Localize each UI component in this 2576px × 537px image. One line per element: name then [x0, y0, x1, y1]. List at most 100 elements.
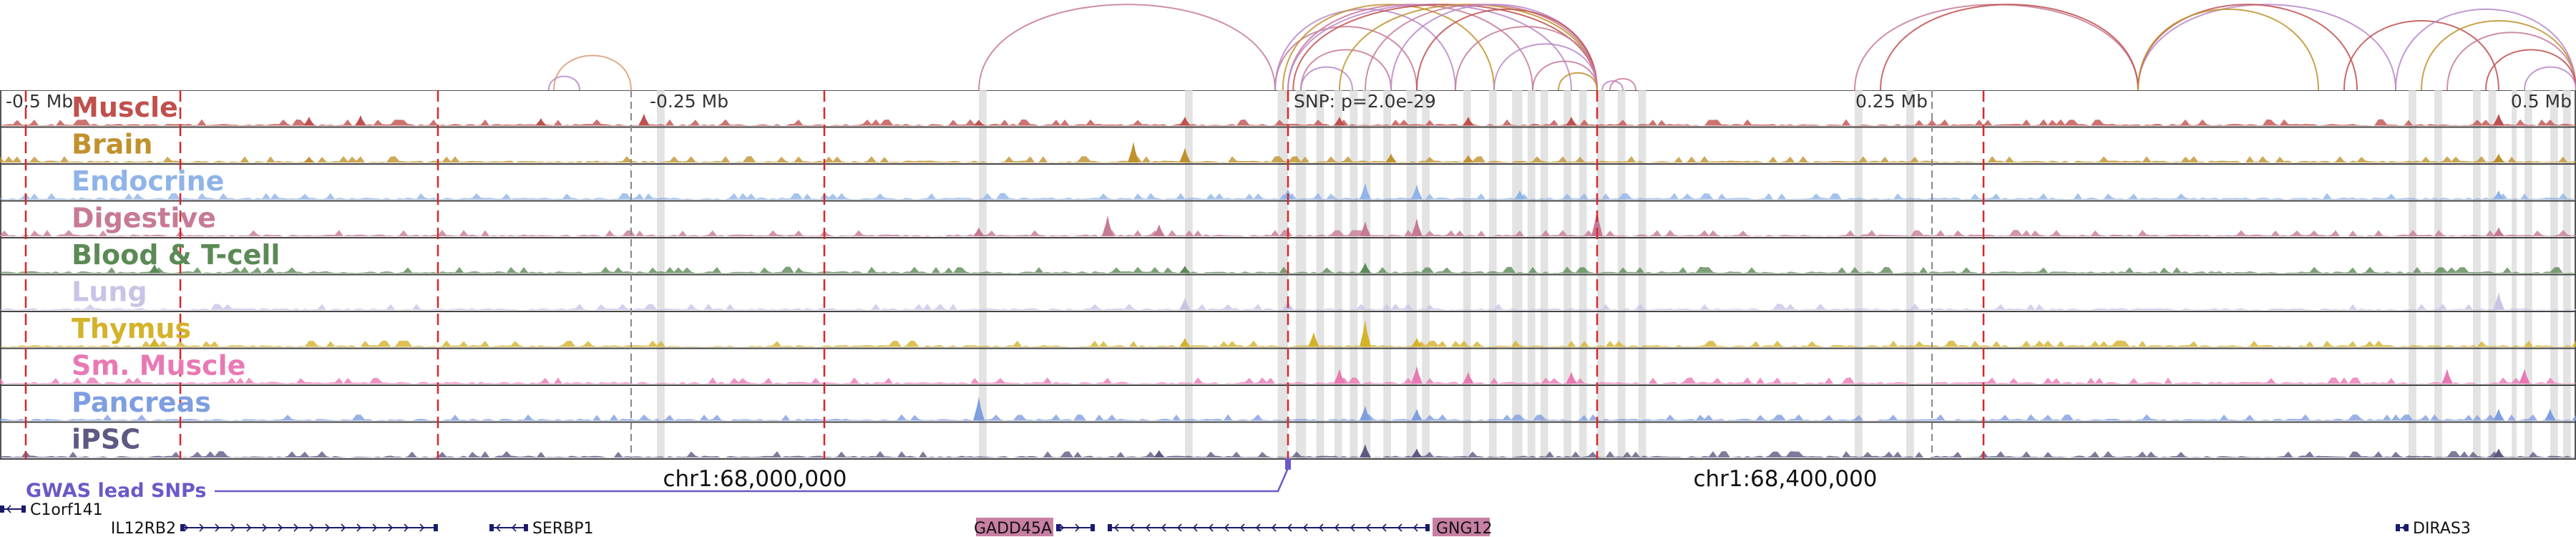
- gene-exon: [489, 524, 494, 531]
- track-peak: [149, 264, 160, 274]
- strand-arrow: [1224, 523, 1229, 532]
- track-label: Brain: [72, 129, 152, 160]
- strand-arrow: [1075, 523, 1080, 532]
- strand-arrow: [1239, 523, 1245, 532]
- strand-arrow: [341, 523, 346, 532]
- strand-arrow: [404, 523, 409, 532]
- gene-serbp1: SERBP1: [489, 520, 594, 537]
- strand-arrow: [278, 523, 283, 532]
- track-peak: [1360, 183, 1371, 200]
- track-pancreas: [0, 397, 2576, 421]
- strand-arrow: [199, 523, 205, 532]
- track-sm-muscle: [0, 366, 2576, 384]
- track-peak: [2493, 448, 2504, 458]
- track-signal: [0, 377, 2576, 384]
- track-peak: [2493, 153, 2504, 163]
- track-peak: [1102, 215, 1113, 236]
- gene-exon: [180, 524, 185, 531]
- track-peak: [973, 397, 985, 421]
- gene-exon: [524, 524, 528, 531]
- track-peak: [1179, 298, 1191, 310]
- track-peak: [2493, 227, 2504, 236]
- interaction-arc: [1532, 60, 1598, 91]
- gwas-label: GWAS lead SNPs: [26, 480, 206, 502]
- track-peak: [1360, 444, 1371, 458]
- gene-diras3: DIRAS3: [2396, 520, 2471, 537]
- gene-highlight: [976, 518, 1053, 536]
- track-peak: [2493, 190, 2504, 200]
- track-peak: [1463, 372, 1474, 384]
- track-signal: [0, 119, 2576, 126]
- track-peak: [1591, 209, 1603, 236]
- track-label: Endocrine: [72, 165, 224, 197]
- chromatin-tracks: -0.5 Mb -0.25 Mb SNP: p=2.0e-29 0.25 Mb 0.5 …: [0, 90, 2576, 460]
- track-label: Blood & T-cell: [72, 239, 280, 271]
- strand-arrow: [1271, 523, 1277, 532]
- gene-gng12: GNG12: [1108, 518, 1493, 537]
- track-peak: [1360, 405, 1371, 421]
- track-peak: [1463, 117, 1474, 126]
- interaction-arc: [547, 75, 580, 91]
- track-peak: [1514, 190, 1526, 200]
- interaction-arc: [1493, 43, 1598, 91]
- gene-exon: [1108, 524, 1112, 531]
- track-peak: [1360, 221, 1371, 236]
- axis-label-bg: [2479, 92, 2486, 110]
- track-signal: [0, 266, 2576, 274]
- track-brain: [0, 141, 2576, 163]
- interaction-arc: [2137, 4, 2396, 91]
- track-peak: [149, 338, 160, 347]
- track-peak: [1308, 332, 1319, 347]
- track-peak: [535, 118, 547, 126]
- gene-exon: [2396, 524, 2400, 531]
- track-blood-t-cell: [0, 262, 2576, 274]
- interaction-arc: [1455, 26, 1598, 91]
- gene-highlight: [1433, 518, 1490, 536]
- interaction-arc: [1880, 4, 2139, 91]
- track-peak: [303, 156, 315, 163]
- track-peak: [1334, 117, 1345, 126]
- strand-arrow: [1381, 523, 1387, 532]
- axis-tick-label: 0.5 Mb: [2511, 91, 2572, 112]
- interaction-arc: [1609, 78, 1636, 91]
- track-peak: [1360, 262, 1371, 274]
- track-peak: [1360, 320, 1371, 347]
- track-peak: [1153, 450, 1165, 458]
- strand-arrow: [356, 523, 362, 532]
- track-peak: [2493, 292, 2504, 310]
- strand-arrow: [1113, 523, 1119, 532]
- strand-arrow: [1302, 523, 1308, 532]
- gene-label: GADD45A: [974, 520, 1052, 537]
- axis-tick-label: -0.25 Mb: [650, 91, 728, 112]
- track-peak: [1153, 224, 1165, 236]
- gene-exon: [0, 505, 4, 513]
- strand-arrow: [1365, 523, 1371, 532]
- track-muscle: [0, 113, 2576, 126]
- strand-arrow: [293, 523, 299, 532]
- track-peak: [2519, 369, 2530, 384]
- strand-arrow: [1145, 523, 1151, 532]
- track-peak: [1179, 117, 1191, 126]
- strand-arrow: [1413, 523, 1418, 532]
- interaction-arc: [2343, 20, 2499, 91]
- track-peak: [1411, 338, 1423, 347]
- track-label: Pancreas: [72, 387, 211, 418]
- interaction-arc: [2421, 20, 2576, 91]
- interaction-arc: [2485, 49, 2576, 91]
- gene-exon: [1425, 524, 1430, 531]
- gene-label: C1orf141: [30, 501, 103, 519]
- strand-arrow: [1318, 523, 1324, 532]
- strand-arrow: [372, 523, 378, 532]
- track-peak: [303, 117, 315, 126]
- track-peak: [1385, 153, 1397, 163]
- strand-arrow: [495, 523, 501, 532]
- gene-c1orf141: C1orf141: [0, 501, 103, 519]
- strand-arrow: [419, 523, 425, 532]
- track-peak: [1411, 218, 1423, 236]
- interaction-arc: [1300, 49, 1392, 91]
- strand-arrow: [1059, 523, 1065, 532]
- track-peak: [1411, 366, 1423, 384]
- strand-arrow: [1176, 523, 1182, 532]
- track-peak: [973, 120, 985, 126]
- strand-arrow: [1287, 523, 1292, 532]
